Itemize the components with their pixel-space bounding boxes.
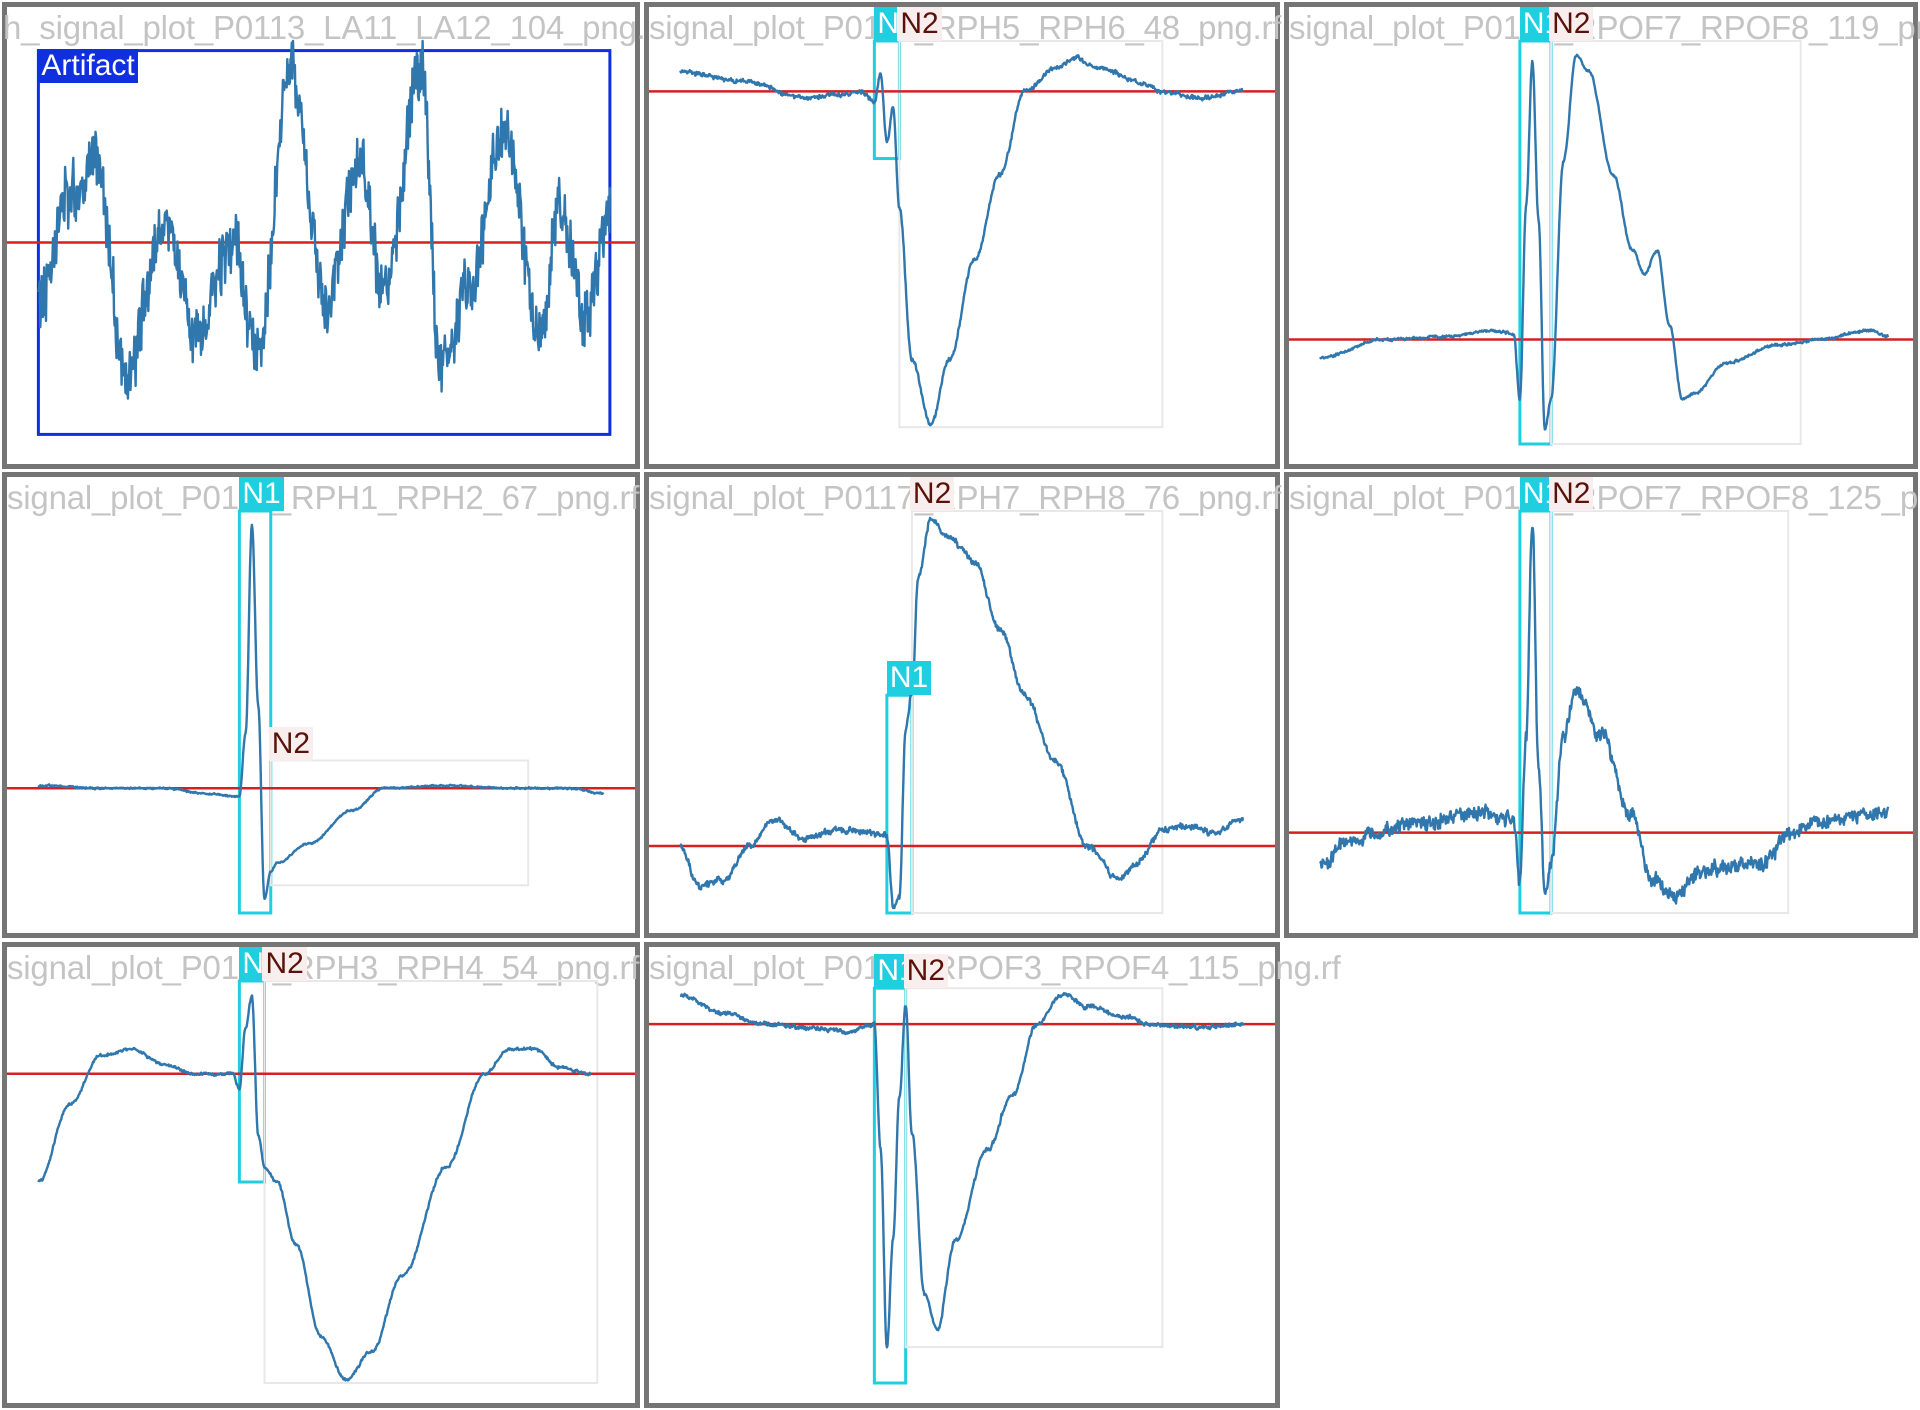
- n2-label: N2: [903, 954, 949, 989]
- n1-label: N1: [886, 661, 932, 696]
- plot-panel-7: signal_plot_P0117_RPH3_RPH4_54_png.rfN1N…: [2, 942, 640, 1408]
- n2-annotation-box: [904, 987, 1164, 1349]
- signal-trace: [37, 994, 592, 1382]
- n2-annotation-box: [1550, 510, 1790, 914]
- signal-plot-svg: [1289, 509, 1913, 915]
- plot-panel-6: signal_plot_P0117_RPOF7_RPOF8_125_png.rf…: [1284, 472, 1920, 938]
- n2-annotation-box: [898, 40, 1164, 429]
- plot-panel-5: signal_plot_P0117_RPH7_RPH8_76_png.rf N1 N…: [644, 472, 1281, 938]
- plot-panel-2: signal_plot_P0117_RPH5_RPH6_48_png.rfN1N…: [644, 2, 1281, 469]
- n2-annotation-box: [269, 759, 530, 887]
- signal-plot-svg: [7, 509, 635, 915]
- signal-plot-svg: [649, 39, 1275, 429]
- signal-plot-svg: [7, 39, 635, 436]
- signal-trace: [679, 516, 1245, 910]
- n2-annotation-box: [1550, 40, 1802, 445]
- n1-label: N1: [239, 477, 284, 511]
- n2-label: N2: [268, 726, 314, 761]
- signal-trace: [679, 54, 1245, 427]
- n2-label: N2: [909, 477, 955, 511]
- signal-trace: [1319, 526, 1890, 905]
- n2-label: N2: [1549, 7, 1594, 41]
- n2-label: N2: [1549, 477, 1594, 511]
- plot-panel-4: signal_plot_P0117_RPH1_RPH2_67_png.rf N1 N…: [2, 472, 640, 938]
- signal-trace: [1319, 53, 1890, 431]
- plot-panel-8: signal_plot_P0117_RPOF3_RPOF4_115_png.rf…: [644, 942, 1341, 1408]
- signal-trace: [37, 39, 612, 400]
- signal-plot-svg: [649, 986, 1275, 1385]
- n2-label: N2: [262, 947, 307, 981]
- n2-annotation-box: [910, 510, 1164, 914]
- signal-plot-svg: [7, 979, 635, 1384]
- n2-annotation-box: [263, 980, 599, 1384]
- signal-plot-svg: [649, 510, 1275, 915]
- plot-panel-3: signal_plot_P0117_RPOF7_RPOF8_119_png.rf…: [1284, 2, 1920, 469]
- plot-panel-1: h_signal_plot_P0113_LA11_LA12_104_png.rf…: [2, 2, 666, 469]
- signal-trace: [679, 991, 1245, 1349]
- signal-trace: [37, 523, 605, 900]
- n1-annotation-box: [237, 509, 273, 915]
- artifact-label: Artifact: [38, 48, 138, 83]
- n2-label: N2: [897, 7, 942, 41]
- signal-plot-svg: [1289, 39, 1913, 446]
